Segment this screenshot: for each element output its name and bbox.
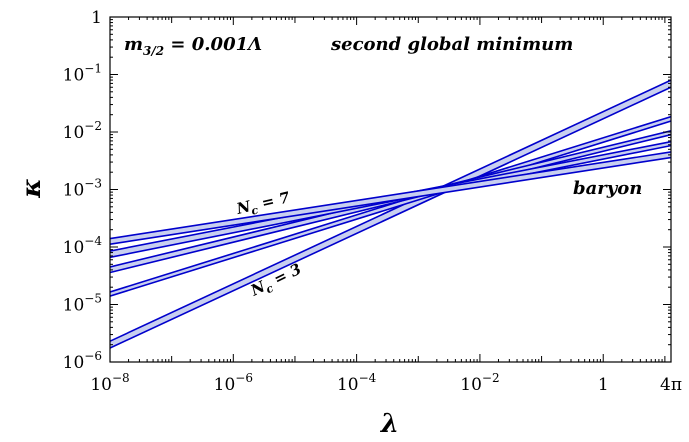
y-tick-label: 10−2 <box>63 119 102 143</box>
x-tick-label: 10−2 <box>460 371 499 395</box>
y-tick-label: 10−4 <box>63 234 103 258</box>
y-tick-label: 10−3 <box>63 177 102 201</box>
band-fill-nc7 <box>110 151 671 245</box>
band-fill-nc4 <box>110 116 671 297</box>
tick-labels-layer: 10−8 10−6 10−4 10−2 1 4π10−610−510−410−310−21… <box>63 8 682 395</box>
y-tick-label: 10−5 <box>63 292 102 316</box>
y-tick-label: 10−6 <box>63 349 102 373</box>
y-tick-label: 1 <box>91 8 102 28</box>
band-lower-line-nc7 <box>110 156 671 245</box>
band-lower-line-nc4 <box>110 120 671 297</box>
band-upper-line-nc7 <box>110 151 671 240</box>
x-axis-title: λ <box>380 409 399 439</box>
band-upper-line-nc3 <box>110 79 671 342</box>
x-tick-label: 10−4 <box>337 371 377 395</box>
baryon-annotation: baryon <box>573 178 642 199</box>
ticks-layer <box>109 16 671 363</box>
minimum-annotation: second global minimum <box>330 34 573 55</box>
band-fill-nc3 <box>110 80 671 349</box>
x-tick-label: 1 <box>598 375 609 395</box>
x-tick-label: 10−6 <box>214 371 253 395</box>
y-axis-title: κ <box>17 178 47 199</box>
mass-annotation: m3/2 = 0.001Λ <box>124 34 262 58</box>
x-tick-label: 10−8 <box>90 371 129 395</box>
band-lower-line-nc3 <box>110 86 671 349</box>
bands-layer <box>110 79 671 349</box>
y-tick-label: 10−1 <box>63 62 102 86</box>
band-lower-line-nc5 <box>110 133 671 274</box>
x-tick-label: 4π <box>660 375 682 395</box>
